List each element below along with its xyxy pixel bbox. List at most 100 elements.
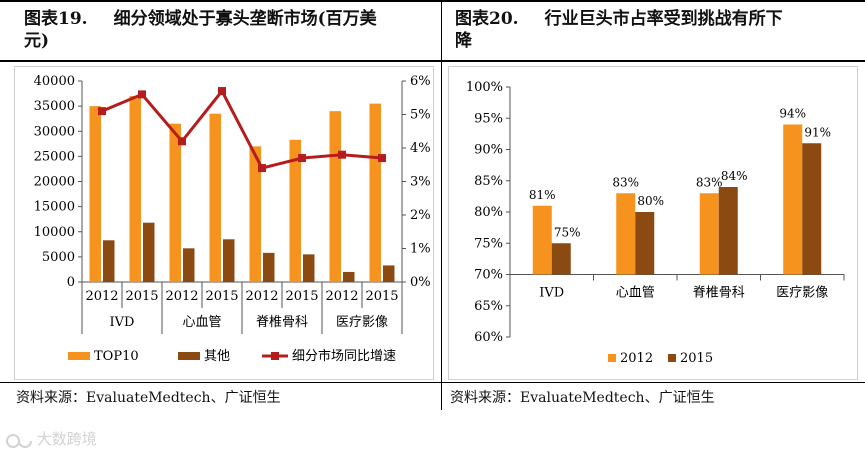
- watermark: 大数跨境: [6, 428, 97, 449]
- category-tick-label: 心血管: [616, 286, 655, 301]
- legend-swatch-top10: [68, 352, 90, 360]
- left-y-tick-label: 25000: [34, 149, 75, 164]
- left-y-tick-label: 5000: [42, 250, 75, 265]
- left-y-tick-label: 10000: [34, 225, 75, 240]
- share-2015-bar: [551, 243, 571, 275]
- share-2012-bar: [532, 205, 552, 275]
- year-tick-label: 2015: [125, 289, 158, 304]
- right-title-line2: 降: [455, 31, 472, 51]
- left-source-note: 资料来源：EvaluateMedtech、广证恒生: [16, 390, 281, 406]
- category-tick-label: IVD: [539, 286, 564, 301]
- year-tick-label: 2012: [325, 289, 358, 304]
- y-tick-label: 100%: [466, 80, 503, 95]
- share-2012-bar: [783, 124, 803, 275]
- share-2012-bar: [699, 193, 719, 275]
- y-tick-label: 75%: [474, 236, 503, 251]
- growth-point: [98, 107, 106, 116]
- share-2012-label: 83%: [612, 175, 639, 189]
- right-y-tick-label: 6%: [410, 74, 431, 89]
- market-share-chart: 60% 65% 70% 75% 80% 85% 90% 95% 100% 81% 75% IVD 83%…: [466, 80, 845, 366]
- year-tick-label: 2015: [365, 289, 398, 304]
- legend-swatch-others: [178, 352, 200, 360]
- others-bar: [263, 252, 275, 282]
- right-y-tick-label: 2%: [410, 208, 431, 223]
- right-y-tick-label: 1%: [410, 242, 431, 257]
- title-rule: [0, 60, 865, 62]
- top10-bar: [169, 123, 181, 283]
- top10-bar: [209, 113, 221, 282]
- share-2015-bar: [802, 143, 822, 275]
- left-y-tick-label: 15000: [34, 200, 75, 215]
- others-bar: [383, 265, 395, 282]
- y-tick-label: 65%: [474, 299, 503, 314]
- share-2015-label: 84%: [721, 169, 748, 183]
- others-bar: [183, 248, 195, 282]
- growth-point: [178, 137, 186, 146]
- y-tick-label: 85%: [474, 174, 503, 189]
- right-y-tick-label: 5%: [410, 108, 431, 123]
- right-y-tick-label: 3%: [410, 175, 431, 190]
- category-tick-label: 医疗影像: [776, 286, 828, 301]
- share-2015-label: 91%: [804, 125, 831, 139]
- group-tick-label: 医疗影像: [336, 315, 388, 330]
- legend-swatch-2012: [608, 354, 616, 362]
- legend-label-top10: TOP10: [94, 349, 139, 364]
- right-figure-title: 图表20. 行业巨头市占率受到挑战有所下 降: [455, 8, 855, 52]
- y-tick-label: 95%: [474, 111, 503, 126]
- source-rule: [0, 382, 865, 383]
- left-figure-title: 图表19. 细分领域处于寡头垄断市场(百万美 元): [24, 8, 424, 52]
- growth-point: [258, 164, 266, 173]
- growth-point: [298, 154, 306, 163]
- legend-swatch-2015: [668, 354, 676, 362]
- left-figure-number: 图表19.: [24, 9, 88, 29]
- year-tick-label: 2015: [285, 289, 318, 304]
- right-y-tick-label: 4%: [410, 141, 431, 156]
- share-2015-bar: [635, 212, 655, 275]
- right-source-note: 资料来源：EvaluateMedtech、广证恒生: [450, 390, 715, 406]
- category-tick-label: 脊椎骨科: [693, 286, 745, 301]
- year-tick-label: 2012: [245, 289, 278, 304]
- left-title-line1: 细分领域处于寡头垄断市场(百万美: [113, 9, 377, 29]
- growth-point: [218, 87, 226, 96]
- share-2012-bar: [616, 193, 636, 275]
- y-tick-label: 60%: [474, 330, 503, 345]
- share-2012-label: 83%: [696, 175, 723, 189]
- group-tick-label: 脊椎骨科: [256, 315, 308, 330]
- growth-point: [138, 90, 146, 99]
- left-y-tick-label: 20000: [34, 175, 75, 190]
- market-size-chart: 0 5000 10000 15000 20000 25000 30000 35000 40000…: [34, 74, 431, 364]
- others-bar: [143, 222, 155, 282]
- right-figure-number: 图表20.: [455, 9, 519, 29]
- legend-label-others: 其他: [204, 349, 230, 364]
- top10-bar: [329, 111, 341, 283]
- divider-rule: [441, 0, 442, 410]
- others-bar: [103, 240, 115, 282]
- y-tick-label: 80%: [474, 205, 503, 220]
- year-tick-label: 2015: [205, 289, 238, 304]
- top10-bar: [289, 139, 301, 282]
- left-y-tick-label: 0: [67, 275, 75, 290]
- left-y-tick-label: 30000: [34, 124, 75, 139]
- growth-point: [378, 154, 386, 163]
- top10-bar: [369, 103, 381, 282]
- others-bar: [343, 271, 355, 282]
- top10-bar: [249, 146, 261, 282]
- growth-line: [101, 88, 383, 170]
- right-title-line1: 行业巨头市占率受到挑战有所下: [544, 9, 783, 29]
- top10-bar: [129, 96, 141, 282]
- y-tick-label: 70%: [474, 268, 503, 283]
- left-chart-frame: [14, 66, 434, 380]
- growth-point: [338, 150, 346, 159]
- others-bar: [223, 239, 235, 282]
- top10-bar: [89, 106, 101, 282]
- share-2015-label: 80%: [637, 194, 664, 208]
- group-tick-label: IVD: [110, 315, 135, 330]
- legend-label-2012: 2012: [620, 351, 653, 366]
- watermark-text: 大数跨境: [36, 430, 97, 448]
- left-title-line2: 元): [24, 31, 50, 51]
- left-y-tick-label: 40000: [34, 74, 75, 89]
- group-tick-label: 心血管: [182, 315, 221, 330]
- year-tick-label: 2012: [85, 289, 118, 304]
- left-y-tick-label: 35000: [34, 99, 75, 114]
- legend-label-2015: 2015: [680, 351, 713, 366]
